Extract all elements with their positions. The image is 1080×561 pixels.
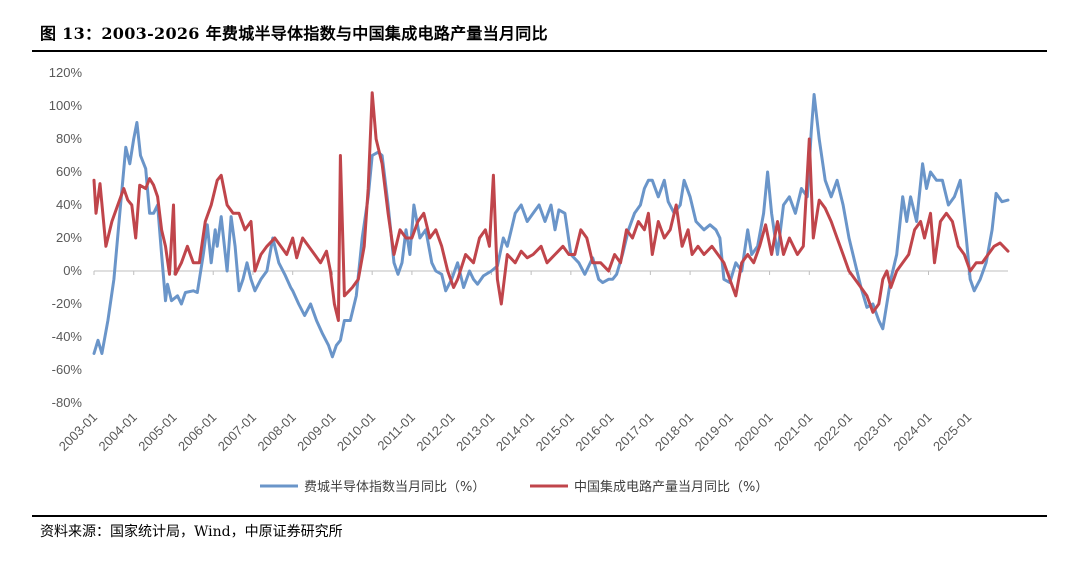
legend: 费城半导体指数当月同比（%） 中国集成电路产量当月同比（%）: [260, 479, 768, 495]
x-tick-label: 2016-01: [572, 410, 616, 454]
y-tick-label: -40%: [52, 329, 83, 344]
x-tick-label: 2009-01: [294, 410, 338, 454]
y-tick-label: 40%: [56, 197, 82, 212]
x-tick-label: 2019-01: [692, 410, 736, 454]
y-tick-label: 20%: [56, 230, 82, 245]
top-rule: [32, 50, 1047, 52]
y-tick-label: -80%: [52, 395, 83, 410]
source-note: 资料来源：国家统计局，Wind，中原证券研究所: [40, 524, 343, 540]
x-tick-label: 2013-01: [453, 410, 497, 454]
x-tick-label: 2022-01: [811, 410, 855, 454]
x-tick-label: 2021-01: [771, 410, 815, 454]
x-tick-label: 2015-01: [533, 410, 577, 454]
x-tick-label: 2018-01: [652, 410, 696, 454]
x-tick-label: 2003-01: [56, 410, 100, 454]
x-tick-label: 2010-01: [334, 410, 378, 454]
x-tick-label: 2004-01: [96, 410, 140, 454]
x-tick-label: 2006-01: [175, 410, 219, 454]
series-line-2: [92, 91, 1010, 322]
x-tick-label: 2008-01: [254, 410, 298, 454]
x-tick-label: 2024-01: [890, 410, 934, 454]
x-tick-label: 2020-01: [731, 410, 775, 454]
bottom-rule: [32, 515, 1047, 517]
x-tick-label: 2025-01: [930, 410, 974, 454]
y-tick-label: -20%: [52, 296, 83, 311]
x-tick-label: 2005-01: [135, 410, 179, 454]
legend-label-2: 中国集成电路产量当月同比（%）: [574, 479, 768, 495]
series-lines: [92, 91, 1010, 359]
y-tick-label: -60%: [52, 362, 83, 377]
y-tick-label: 120%: [49, 65, 83, 80]
x-tick-label: 2017-01: [612, 410, 656, 454]
x-tick-label: 2012-01: [413, 410, 457, 454]
legend-label-1: 费城半导体指数当月同比（%）: [304, 480, 485, 495]
y-tick-label: 0%: [63, 263, 82, 278]
chart-title: 图 13：2003-2026 年费城半导体指数与中国集成电路产量当月同比: [40, 24, 548, 43]
y-tick-label: 60%: [56, 164, 82, 179]
series-line-1: [92, 93, 1010, 359]
line-chart: 120% 100% 80% 60% 40% 20% 0% -20% -40% -60% -80% 2…: [49, 65, 1010, 495]
y-tick-label: 80%: [56, 131, 82, 146]
y-axis: 120% 100% 80% 60% 40% 20% 0% -20% -40% -60% -80%: [49, 65, 83, 410]
y-tick-label: 100%: [49, 98, 83, 113]
x-tick-label: 2023-01: [851, 410, 895, 454]
x-tick-label: 2014-01: [493, 410, 537, 454]
x-tick-label: 2007-01: [215, 410, 259, 454]
x-tick-label: 2011-01: [374, 410, 418, 454]
